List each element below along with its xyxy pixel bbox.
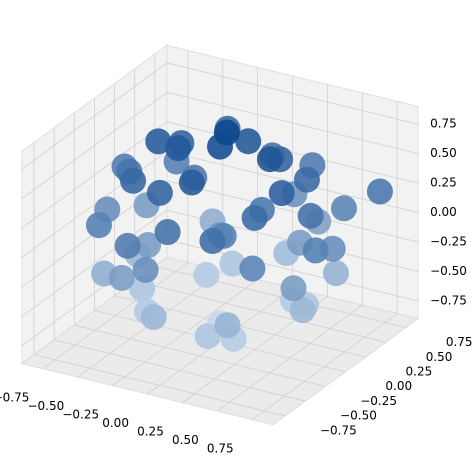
tick-label: 0.50 <box>430 146 457 160</box>
point <box>241 204 268 231</box>
tick-label: −0.75 <box>430 293 467 307</box>
grid-line <box>134 280 386 343</box>
point <box>108 264 135 291</box>
tick-label: 0.50 <box>426 350 453 364</box>
point <box>135 231 162 258</box>
grid-line <box>21 62 168 170</box>
tick-label: −0.50 <box>340 409 377 423</box>
grid-line <box>21 121 168 229</box>
point <box>193 261 220 288</box>
tick-label: 0.25 <box>430 176 457 190</box>
point <box>256 146 283 173</box>
point <box>140 304 167 331</box>
point <box>330 195 357 222</box>
point <box>239 255 266 282</box>
tick-label: −0.50 <box>430 264 467 278</box>
tick-label: −0.75 <box>320 423 357 437</box>
grid-line <box>33 354 286 417</box>
grid-line <box>94 310 346 373</box>
point <box>199 228 226 255</box>
points <box>85 115 393 352</box>
grid-line <box>21 151 168 258</box>
tick-label: 0.75 <box>430 117 457 131</box>
point <box>297 202 324 229</box>
point <box>214 312 241 339</box>
point <box>194 323 221 350</box>
tick-label: 0.75 <box>446 335 473 349</box>
tick-label: −0.25 <box>360 394 397 408</box>
point <box>145 128 172 155</box>
point <box>293 166 320 193</box>
point <box>280 275 307 302</box>
tick-label: 0.50 <box>172 433 199 447</box>
point <box>289 297 316 324</box>
point <box>322 260 349 287</box>
tick-label: 0.25 <box>406 365 433 379</box>
point <box>165 135 192 162</box>
tick-label: 0.75 <box>207 441 234 455</box>
point <box>114 232 141 259</box>
tick-label: 0.00 <box>102 416 129 430</box>
grid-line <box>166 180 419 243</box>
point <box>268 180 295 207</box>
point <box>154 219 181 246</box>
point <box>302 237 329 264</box>
tick-label: 0.25 <box>137 424 164 438</box>
grid-line <box>21 209 168 317</box>
tick-label: −0.50 <box>27 399 64 413</box>
grid-line <box>21 92 168 199</box>
tick-label: −0.25 <box>62 407 99 421</box>
point <box>213 119 240 146</box>
point <box>235 128 262 155</box>
tick-label: 0.00 <box>430 205 457 219</box>
point <box>132 256 159 283</box>
tick-label: −0.75 <box>0 390 29 404</box>
point <box>366 178 393 205</box>
grid <box>21 50 419 420</box>
point <box>120 167 147 194</box>
grid-line <box>166 121 419 184</box>
grid-line <box>166 62 419 125</box>
grid-line <box>166 92 419 155</box>
tick-label: −0.25 <box>430 235 467 249</box>
grid-line <box>74 324 326 387</box>
tick-labels: −0.75−0.50−0.250.000.250.500.75−0.75−0.5… <box>0 117 473 456</box>
point <box>146 179 173 206</box>
point <box>85 212 112 239</box>
point <box>178 169 205 196</box>
grid-line <box>54 339 306 402</box>
point <box>219 250 246 277</box>
tick-label: 0.00 <box>385 379 412 393</box>
